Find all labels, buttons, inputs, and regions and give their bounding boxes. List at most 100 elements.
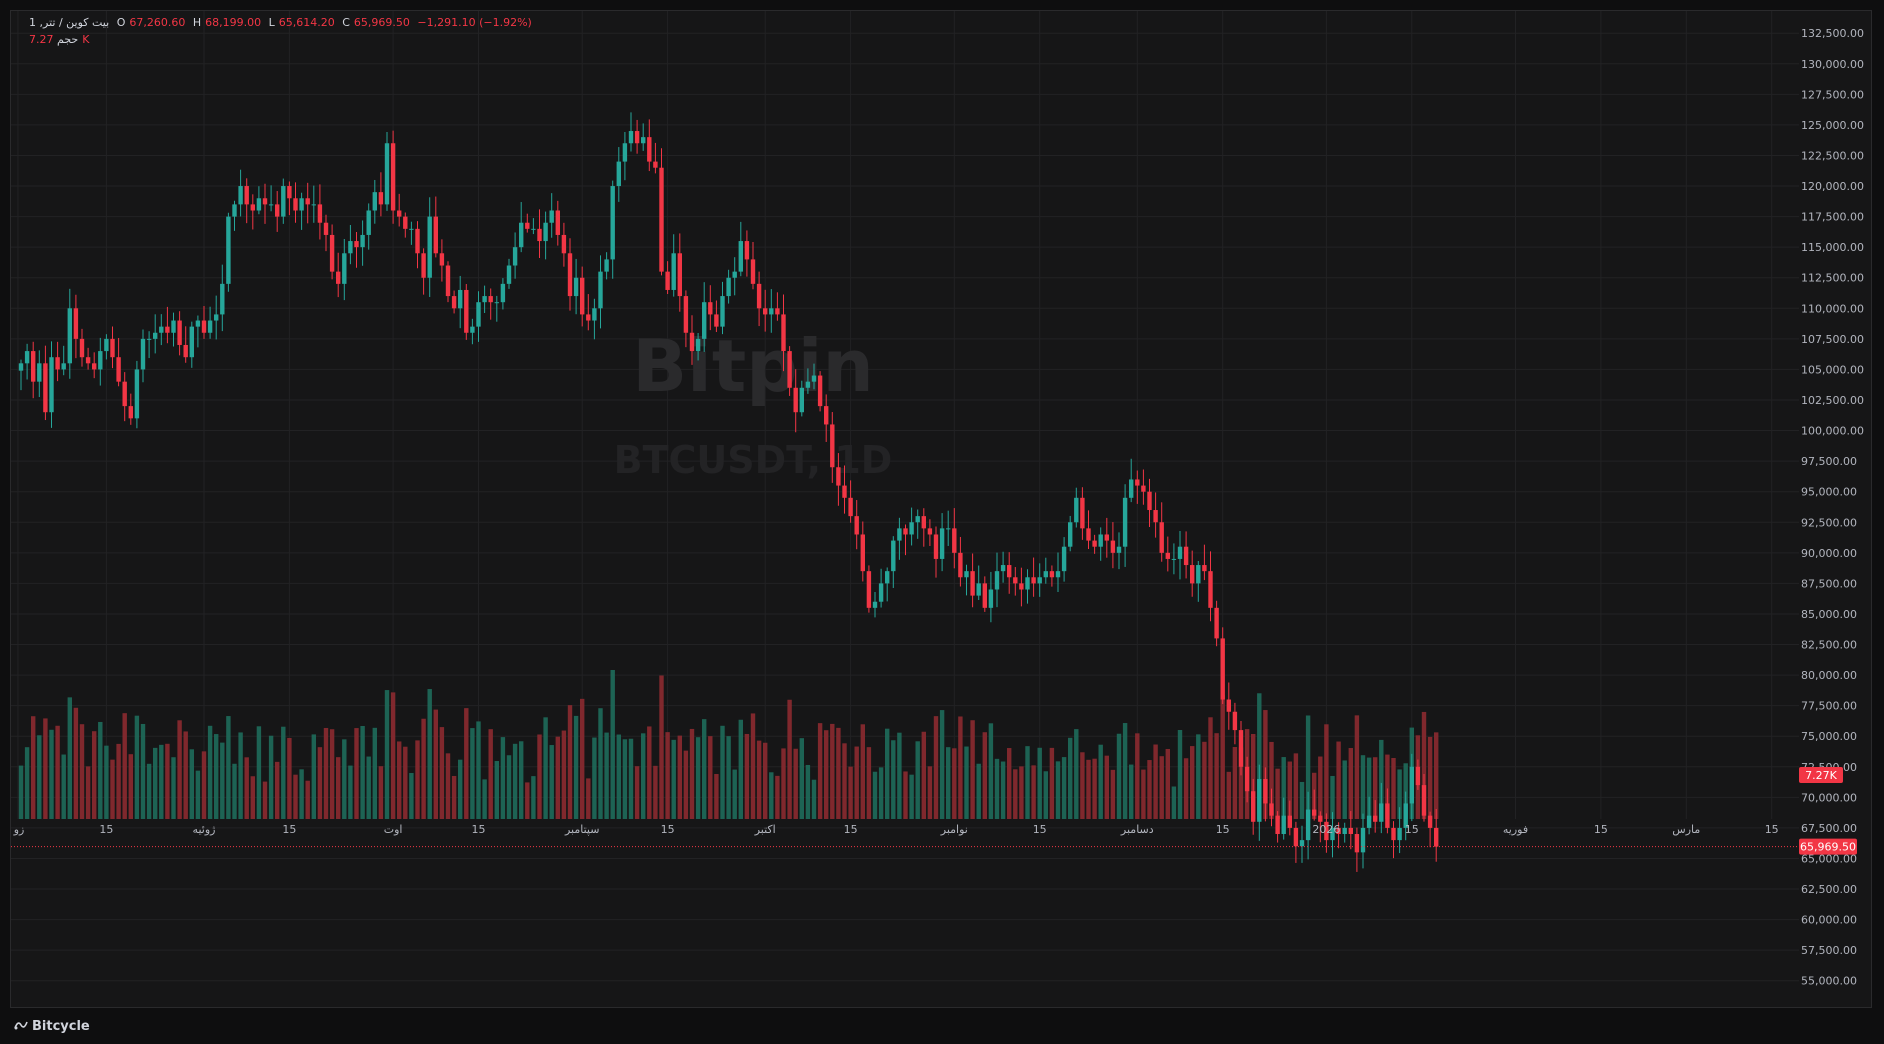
x-tick-label: 15 <box>99 823 113 836</box>
candle-body <box>616 161 621 187</box>
volume-bar <box>653 765 658 819</box>
volume-bar <box>250 776 255 819</box>
volume-bar <box>189 749 194 819</box>
candle-body <box>982 583 987 608</box>
volume-bar <box>1171 786 1177 819</box>
volume-bar <box>1238 747 1244 819</box>
candle-body <box>140 338 146 370</box>
volume-bar <box>1226 771 1231 819</box>
y-tick-label: 115,000.00 <box>1801 241 1864 254</box>
volume-bar <box>1013 769 1018 819</box>
y-tick-label: 127,500.00 <box>1801 88 1864 101</box>
volume-bar <box>1000 761 1006 819</box>
candle-body <box>1427 815 1433 828</box>
candle-body <box>1104 534 1109 541</box>
candle-body <box>329 234 335 272</box>
price-axis[interactable]: 55,000.00 57,500.00 60,000.00 62,500.00 65,0… <box>1801 27 1864 987</box>
candle-body <box>622 143 628 162</box>
volume-bar <box>110 759 115 819</box>
candle-body <box>1196 565 1201 584</box>
volume-bar <box>677 735 682 819</box>
volume-bar <box>445 753 451 819</box>
volume-bar <box>1092 758 1097 819</box>
volume-bar <box>738 719 743 819</box>
candle-body <box>610 186 615 260</box>
y-tick-label: 65,000.00 <box>1801 852 1857 865</box>
candle-body <box>653 161 658 168</box>
volume-bar <box>848 766 853 819</box>
candle-body <box>1202 565 1207 572</box>
volume-bar <box>695 737 701 819</box>
symbol-name[interactable]: بیت کوین / تتر, 1 <box>29 16 110 29</box>
candle-body <box>37 363 42 382</box>
volume-bar <box>671 739 676 819</box>
volume-bar <box>1293 753 1299 819</box>
candle-body <box>793 387 798 413</box>
volume-bar <box>439 727 445 819</box>
cycle-icon <box>14 1021 28 1030</box>
candle-body <box>519 222 524 248</box>
volume-bar <box>878 767 884 819</box>
volume-bar <box>872 771 878 819</box>
volume-bar <box>1061 757 1067 819</box>
candle-body <box>31 351 36 382</box>
y-tick-label: 82,500.00 <box>1801 639 1857 652</box>
y-tick-label: 70,000.00 <box>1801 791 1857 804</box>
change-value: −1,291.10 (−1.92%) <box>417 16 532 29</box>
candle-body <box>1318 815 1323 822</box>
volume-bar <box>805 764 811 819</box>
candle-body <box>1153 510 1158 523</box>
candle-body <box>1116 546 1122 553</box>
volume-bar <box>268 735 274 819</box>
candle-body <box>1147 491 1152 511</box>
volume-bar <box>634 766 640 819</box>
volume-bar <box>171 757 176 819</box>
candle-body <box>116 357 121 382</box>
volume-bar <box>24 747 30 819</box>
candle-body <box>1074 497 1079 523</box>
volume-bar <box>195 770 201 819</box>
candle-body <box>744 241 750 260</box>
brand-logo[interactable]: Bitcycle <box>14 1018 90 1034</box>
candle-body <box>384 143 390 205</box>
volume-bar <box>122 713 127 819</box>
candle-body <box>85 357 91 364</box>
volume-bar <box>134 715 140 819</box>
volume-bar <box>159 744 164 819</box>
volume-bar <box>616 734 621 819</box>
candle-body <box>1373 815 1378 822</box>
y-tick-label: 107,500.00 <box>1801 333 1864 346</box>
volume-bar <box>494 761 499 819</box>
volume-bar <box>537 734 542 819</box>
volume-bar <box>799 738 804 819</box>
volume-bar <box>476 721 481 819</box>
time-axis[interactable]: زو 15 ژوئیه 15 اوت 15 سپتامبر 15 اکتبر 15 نوامبر 15… <box>13 823 1779 836</box>
candle-body <box>268 204 274 206</box>
volume-bar <box>397 741 402 819</box>
volume-bar <box>769 772 774 819</box>
volume-bar <box>372 727 377 819</box>
candle-body <box>939 528 945 559</box>
candle-body <box>1190 565 1195 584</box>
candle-body <box>195 320 201 327</box>
chart-frame[interactable]: Bitpin BTCUSDT, 1D 55,000.00 57,500.00 60,… <box>10 10 1872 1008</box>
candle-body <box>311 204 316 206</box>
x-tick-label: 15 <box>472 823 486 836</box>
candle-body <box>933 534 939 559</box>
candle-body <box>372 192 377 211</box>
volume-bar <box>1177 729 1183 819</box>
volume-bar <box>1330 775 1335 819</box>
candle-body <box>1055 571 1061 578</box>
price-chart[interactable]: Bitpin BTCUSDT, 1D 55,000.00 57,500.00 60,… <box>11 11 1873 1009</box>
volume-bar <box>342 739 347 819</box>
candle-body <box>1068 522 1073 547</box>
volume-bar <box>1324 724 1329 819</box>
candle-body <box>305 198 310 205</box>
candle-body <box>1348 827 1353 835</box>
y-tick-label: 102,500.00 <box>1801 394 1864 407</box>
high-label: H <box>192 16 202 29</box>
candle-body <box>98 351 103 370</box>
y-tick-label: 67,500.00 <box>1801 822 1857 835</box>
candle-body <box>1092 540 1097 547</box>
volume-bar <box>549 745 554 819</box>
